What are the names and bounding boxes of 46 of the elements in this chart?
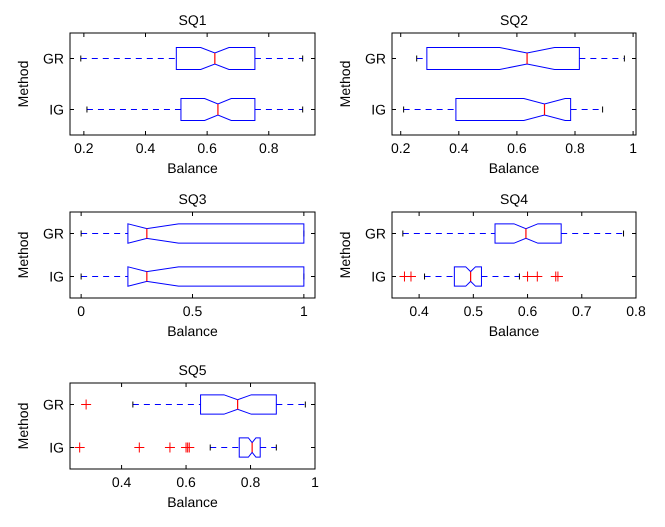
x-tick-label: 0.5: [182, 303, 202, 319]
y-tick-label: GR: [365, 226, 386, 242]
x-tick-label: 0.4: [136, 140, 156, 156]
x-tick-label: 0.6: [518, 303, 538, 319]
x-tick-label: 0.5: [464, 303, 484, 319]
chart-title: SQ2: [500, 12, 528, 28]
x-tick-label: 0.8: [626, 303, 646, 319]
y-tick-label: IG: [371, 268, 386, 284]
x-tick-label: 0.8: [240, 474, 260, 490]
x-tick-label: 0.4: [112, 474, 132, 490]
y-tick-label: GR: [43, 396, 64, 412]
chart-title: SQ3: [178, 191, 207, 207]
x-tick-label: 0.4: [449, 140, 469, 156]
y-tick-label: GR: [365, 50, 386, 66]
x-tick-label: 0: [77, 303, 86, 319]
y-axis-title: Method: [337, 60, 353, 108]
x-tick-label: 0.6: [176, 474, 196, 490]
y-tick-label: GR: [43, 226, 64, 242]
chart-title: SQ4: [500, 191, 528, 207]
x-tick-label: 0.2: [74, 140, 94, 156]
x-tick-label: 0.2: [390, 140, 411, 156]
x-axis-title: Balance: [167, 494, 218, 510]
y-axis-title: Method: [15, 402, 31, 450]
x-tick-label: 0.4: [409, 303, 430, 319]
y-tick-label: IG: [371, 102, 386, 118]
y-tick-label: IG: [49, 102, 64, 118]
x-axis-title: Balance: [488, 160, 540, 176]
x-tick-label: 1: [300, 303, 308, 319]
y-tick-label: IG: [49, 440, 64, 456]
x-axis-title: Balance: [488, 323, 540, 339]
x-tick-label: 0.8: [259, 140, 279, 156]
x-tick-label: 0.7: [572, 303, 592, 319]
y-axis-title: Method: [15, 60, 31, 108]
x-tick-label: 0.8: [565, 140, 585, 156]
y-axis-title: Method: [15, 232, 31, 278]
y-tick-label: IG: [49, 268, 64, 284]
chart-title: SQ1: [178, 12, 207, 28]
y-axis-title: Method: [337, 232, 353, 278]
x-tick-label: 1: [311, 474, 320, 490]
x-tick-label: 0.6: [197, 140, 218, 156]
y-tick-label: GR: [43, 50, 64, 66]
chart-title: SQ5: [178, 362, 207, 378]
x-tick-label: 1: [629, 140, 638, 156]
x-tick-label: 0.6: [507, 140, 527, 156]
x-axis-title: Balance: [167, 160, 218, 176]
x-axis-title: Balance: [167, 323, 218, 339]
